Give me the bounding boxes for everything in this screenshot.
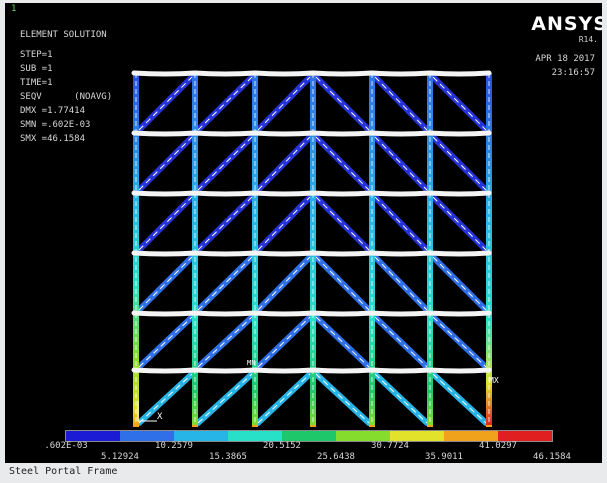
legend-label: 25.6438 [317,452,355,462]
legend-label: 41.0297 [479,441,517,451]
brace-mesh-line [197,136,253,191]
brace-mesh-line [374,76,428,131]
header-line: DMX =1.77414 [20,106,86,116]
beam-member [131,130,492,137]
header-line: STEP=1 [20,50,53,60]
legend-label: 35.9011 [425,452,463,462]
brace-mesh-line [315,316,370,368]
brace-mesh-line [374,196,428,251]
brace-mesh-line [197,316,253,368]
brace-mesh-line [374,256,428,311]
brace-mesh-line [432,196,487,251]
legend-swatch [120,431,174,441]
max-marker-label: MX [489,376,499,385]
ansys-version: R14. [578,35,598,44]
header-line: SMN =.602E-03 [20,120,91,130]
brace-mesh-line [432,76,487,131]
header-line: SEQV (NOAVG) [20,92,113,102]
legend-swatch [66,431,120,441]
brace-mesh-line [315,76,370,131]
brace-mesh-line [138,316,193,368]
brace-mesh-line [257,196,311,251]
solution-info-block: ELEMENT SOLUTION STEP=1 SUB =1 TIME=1 SEQV (… [20,28,112,146]
brace-mesh-line [257,316,311,368]
header-line: TIME=1 [20,78,53,88]
brace-mesh-line [197,256,253,311]
steel-portal-frame-plot: X MX MN [131,70,499,427]
brace-mesh-line [432,136,487,191]
brace-mesh-line [197,373,253,424]
contour-legend-bar [65,430,553,442]
brace-mesh-line [138,136,193,191]
ansys-logo: ANSYS [531,13,602,35]
brace-mesh-line [315,136,370,191]
header-line: SUB =1 [20,64,53,74]
brace-mesh-line [374,136,428,191]
brace-mesh-line [257,76,311,131]
header-line: SMX =46.1584 [20,134,86,144]
beam-member [131,367,492,374]
legend-swatch [390,431,444,441]
legend-label: 30.7724 [371,441,409,451]
legend-swatch [174,431,228,441]
beam-member [131,70,492,77]
brace-mesh-line [374,373,428,424]
brace-mesh-line [138,76,193,131]
legend-swatch [282,431,336,441]
beam-member [131,310,492,317]
brace-mesh-line [138,196,193,251]
legend-label: 5.12924 [101,452,139,462]
beam-member [131,190,492,197]
legend-label: 46.1584 [533,452,571,462]
brace-mesh-line [138,256,193,311]
window-number: 1 [11,4,17,14]
brace-mesh-line [432,256,487,311]
brace-mesh-line [257,256,311,311]
brace-mesh-line [315,256,370,311]
beam-member [131,250,492,257]
legend-swatch [498,431,552,441]
brace-mesh-line [197,196,253,251]
legend-swatch [444,431,498,441]
plot-title: Steel Portal Frame [9,466,118,477]
ansys-graphics-window[interactable]: 1 ELEMENT SOLUTION STEP=1 SUB =1 TIME=1 SEQV… [5,3,602,463]
brace-mesh-line [315,196,370,251]
brace-mesh-line [257,136,311,191]
brace-mesh-line [197,76,253,131]
axis-x-label: X [157,412,163,422]
legend-label: .602E-03 [44,441,88,451]
brace-mesh-line [315,373,370,424]
brace-mesh-line [432,373,487,424]
legend-label: 20.5152 [263,441,301,451]
legend-label: 15.3865 [209,452,247,462]
plot-date: APR 18 2017 [535,54,595,64]
min-marker-label: MN [247,359,255,367]
brace-mesh-line [374,316,428,368]
header-line: ELEMENT SOLUTION [20,30,107,40]
brace-mesh-line [138,373,193,424]
plot-time: 23:16:57 [551,68,595,78]
legend-swatch [228,431,282,441]
brace-mesh-line [257,373,311,424]
brace-mesh-line [432,316,487,368]
legend-label: 10.2579 [155,441,193,451]
legend-swatch [336,431,390,441]
